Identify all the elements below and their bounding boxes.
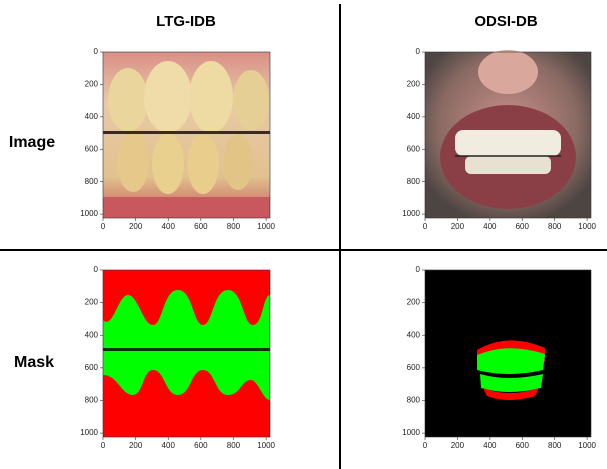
y-tick-label: 400 xyxy=(407,330,421,339)
mask-odsi xyxy=(425,270,591,437)
x-tick-label: 0 xyxy=(101,222,106,231)
column-header: LTG-IDB xyxy=(156,13,216,30)
y-tick-label: 0 xyxy=(94,47,99,56)
figure: LTG-IDB ODSI-DB Image Mask 0 0 200 200 400 40… xyxy=(0,0,607,469)
y-tick-label: 600 xyxy=(85,144,99,153)
mask-ltg xyxy=(103,270,270,437)
y-tick-label: 800 xyxy=(407,177,421,186)
column-header: ODSI-DB xyxy=(474,13,538,30)
y-tick-label: 200 xyxy=(407,80,421,89)
x-tick-label: 600 xyxy=(516,222,530,231)
x-tick-label: 400 xyxy=(162,222,176,231)
image-ltg xyxy=(103,52,270,218)
y-tick-label: 800 xyxy=(407,396,421,405)
y-tick-label: 1000 xyxy=(402,209,420,218)
y-tick-label: 1000 xyxy=(80,209,98,218)
x-tick-label: 800 xyxy=(548,441,562,450)
image-odsi xyxy=(425,50,591,218)
x-tick-label: 800 xyxy=(227,222,241,231)
x-tick-label: 400 xyxy=(483,441,497,450)
y-tick-label: 0 xyxy=(94,265,99,274)
x-tick-label: 200 xyxy=(129,222,143,231)
y-tick-label: 200 xyxy=(85,80,99,89)
x-tick-label: 1000 xyxy=(578,222,596,231)
row-label: Image xyxy=(9,134,55,151)
y-tick-label: 1000 xyxy=(402,428,420,437)
y-tick-label: 800 xyxy=(85,177,99,186)
x-tick-label: 600 xyxy=(194,222,208,231)
x-tick-label: 0 xyxy=(423,222,428,231)
x-tick-label: 400 xyxy=(483,222,497,231)
row-label: Mask xyxy=(14,354,54,371)
y-tick-label: 600 xyxy=(407,363,421,372)
x-tick-label: 800 xyxy=(227,441,241,450)
y-tick-label: 1000 xyxy=(80,428,98,437)
x-tick-label: 200 xyxy=(451,441,465,450)
y-tick-label: 400 xyxy=(85,330,99,339)
x-tick-label: 200 xyxy=(451,222,465,231)
y-tick-label: 200 xyxy=(407,298,421,307)
x-tick-label: 1000 xyxy=(257,441,275,450)
x-tick-label: 1000 xyxy=(578,441,596,450)
x-tick-label: 600 xyxy=(516,441,530,450)
y-tick-label: 400 xyxy=(407,112,421,121)
y-tick-label: 800 xyxy=(85,396,99,405)
y-tick-label: 600 xyxy=(85,363,99,372)
y-tick-label: 200 xyxy=(85,298,99,307)
x-tick-label: 600 xyxy=(194,441,208,450)
y-tick-label: 0 xyxy=(416,265,421,274)
x-tick-label: 0 xyxy=(423,441,428,450)
x-tick-label: 800 xyxy=(548,222,562,231)
y-tick-label: 600 xyxy=(407,144,421,153)
x-tick-label: 400 xyxy=(162,441,176,450)
x-tick-label: 200 xyxy=(129,441,143,450)
x-tick-label: 0 xyxy=(101,441,106,450)
y-tick-label: 400 xyxy=(85,112,99,121)
x-tick-label: 1000 xyxy=(257,222,275,231)
y-tick-label: 0 xyxy=(416,47,421,56)
